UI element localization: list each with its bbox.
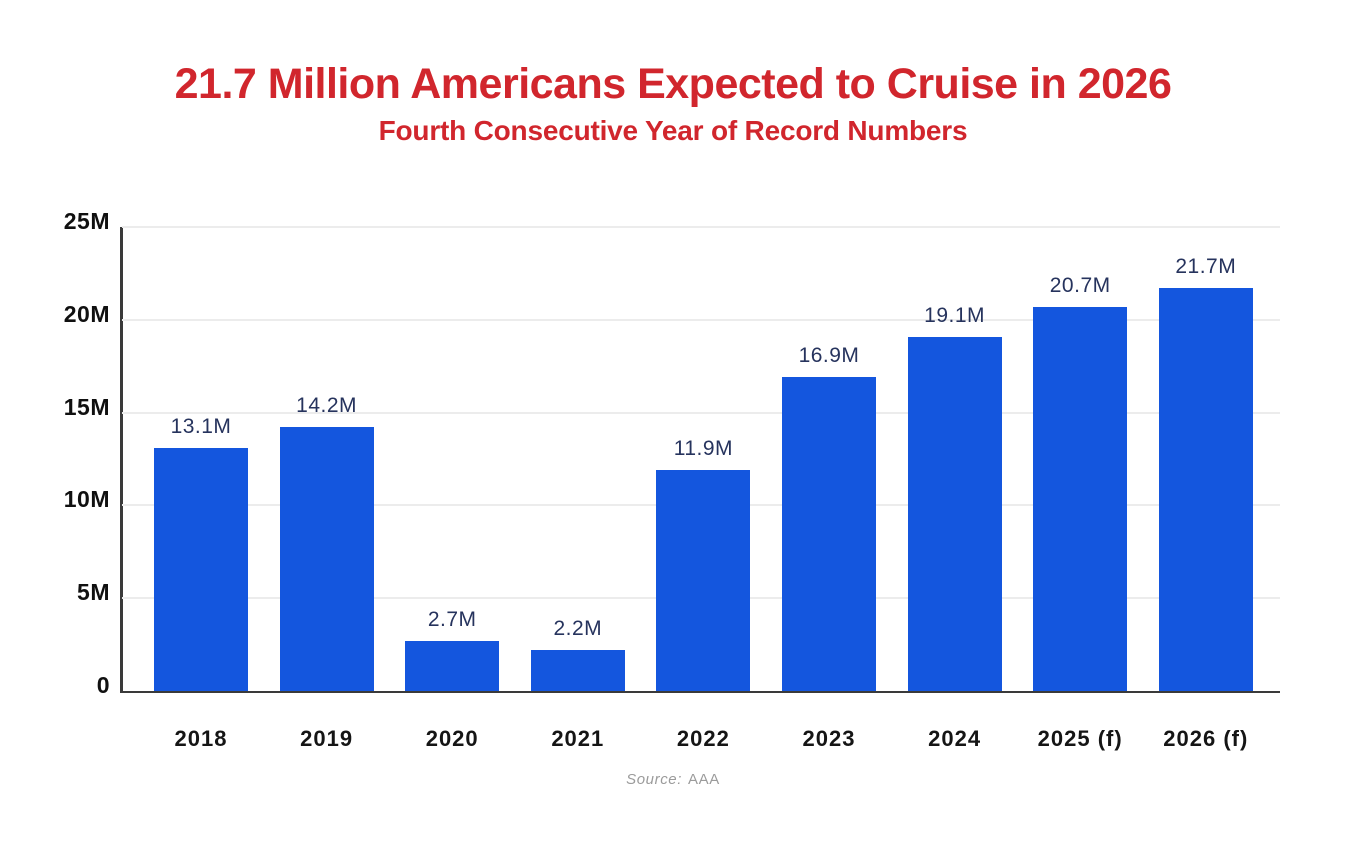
y-tick-0: 0 xyxy=(96,672,110,698)
x-tick-2024: 2024 xyxy=(928,726,982,751)
bar-group-2023: 16.9M 2023 xyxy=(782,344,876,751)
bar-group-2019: 14.2M 2019 xyxy=(279,394,374,751)
x-tick-2020: 2020 xyxy=(425,726,479,751)
y-tick-10m: 10M xyxy=(63,486,110,513)
chart-subtitle: Fourth Consecutive Year of Record Number… xyxy=(378,115,968,146)
bar-group-2025f: 20.7M 2025 (f) xyxy=(1033,274,1128,751)
y-axis: 0 5M 10M 15M 20M 25M xyxy=(0,208,112,698)
gridline-15m xyxy=(122,411,1280,414)
bar-value-label: 2.2M xyxy=(553,617,603,641)
chart-title: 21.7 Million Americans Expected to Cruis… xyxy=(174,60,1172,108)
y-tick-20m: 20M xyxy=(63,300,110,327)
bar-group-2020: 2.7M 2020 xyxy=(405,608,500,751)
source-label: Source: xyxy=(626,771,683,788)
x-tick-2023: 2023 xyxy=(802,726,856,751)
x-tick-2022: 2022 xyxy=(676,726,730,751)
bar-2023 xyxy=(782,377,876,691)
gridline-20m xyxy=(122,318,1280,321)
x-tick-2026f: 2026 (f) xyxy=(1163,726,1249,751)
bar-group-2022: 11.9M 2022 xyxy=(656,437,751,751)
bar-value-label: 19.1M xyxy=(924,303,986,327)
bar-2022 xyxy=(656,470,751,691)
x-axis-line xyxy=(120,690,1280,693)
y-tick-25m: 25M xyxy=(63,208,110,234)
bar-2024 xyxy=(907,336,1002,691)
bar-2020 xyxy=(405,640,500,691)
x-tick-2025f: 2025 (f) xyxy=(1037,726,1123,751)
plot-area: 13.1M 2018 14.2M 2019 2.7M 2020 2.2M 2021 11.9M 2… xyxy=(120,226,1280,751)
bar-group-2021: 2.2M 2021 xyxy=(530,617,625,751)
bar-value-label: 2.7M xyxy=(427,607,477,631)
x-tick-2018: 2018 xyxy=(174,726,228,751)
source-note: Source: AAA xyxy=(0,771,1346,788)
y-tick-15m: 15M xyxy=(63,393,110,420)
bar-group-2018: 13.1M 2018 xyxy=(154,415,248,751)
bar-value-label: 14.2M xyxy=(296,394,358,418)
bar-2018 xyxy=(154,447,248,691)
y-axis-line xyxy=(120,227,123,693)
bar-group-2024: 19.1M 2024 xyxy=(907,304,1002,751)
bar-value-label: 16.9M xyxy=(798,344,860,368)
bar-2019 xyxy=(279,427,374,691)
bar-value-label: 13.1M xyxy=(170,414,232,438)
bar-value-label: 11.9M xyxy=(673,437,734,461)
gridline-25m xyxy=(122,226,1280,228)
bar-2026f xyxy=(1158,288,1253,691)
x-tick-2021: 2021 xyxy=(551,726,605,751)
bar-value-label: 21.7M xyxy=(1175,255,1237,279)
bar-group-2026f: 21.7M 2026 (f) xyxy=(1158,255,1253,751)
x-tick-2019: 2019 xyxy=(300,726,354,751)
y-tick-5m: 5M xyxy=(77,579,110,606)
bar-2025f xyxy=(1033,306,1128,691)
bar-value-label: 20.7M xyxy=(1049,273,1111,297)
source-value: AAA xyxy=(688,771,720,788)
bar-2021 xyxy=(530,650,625,691)
